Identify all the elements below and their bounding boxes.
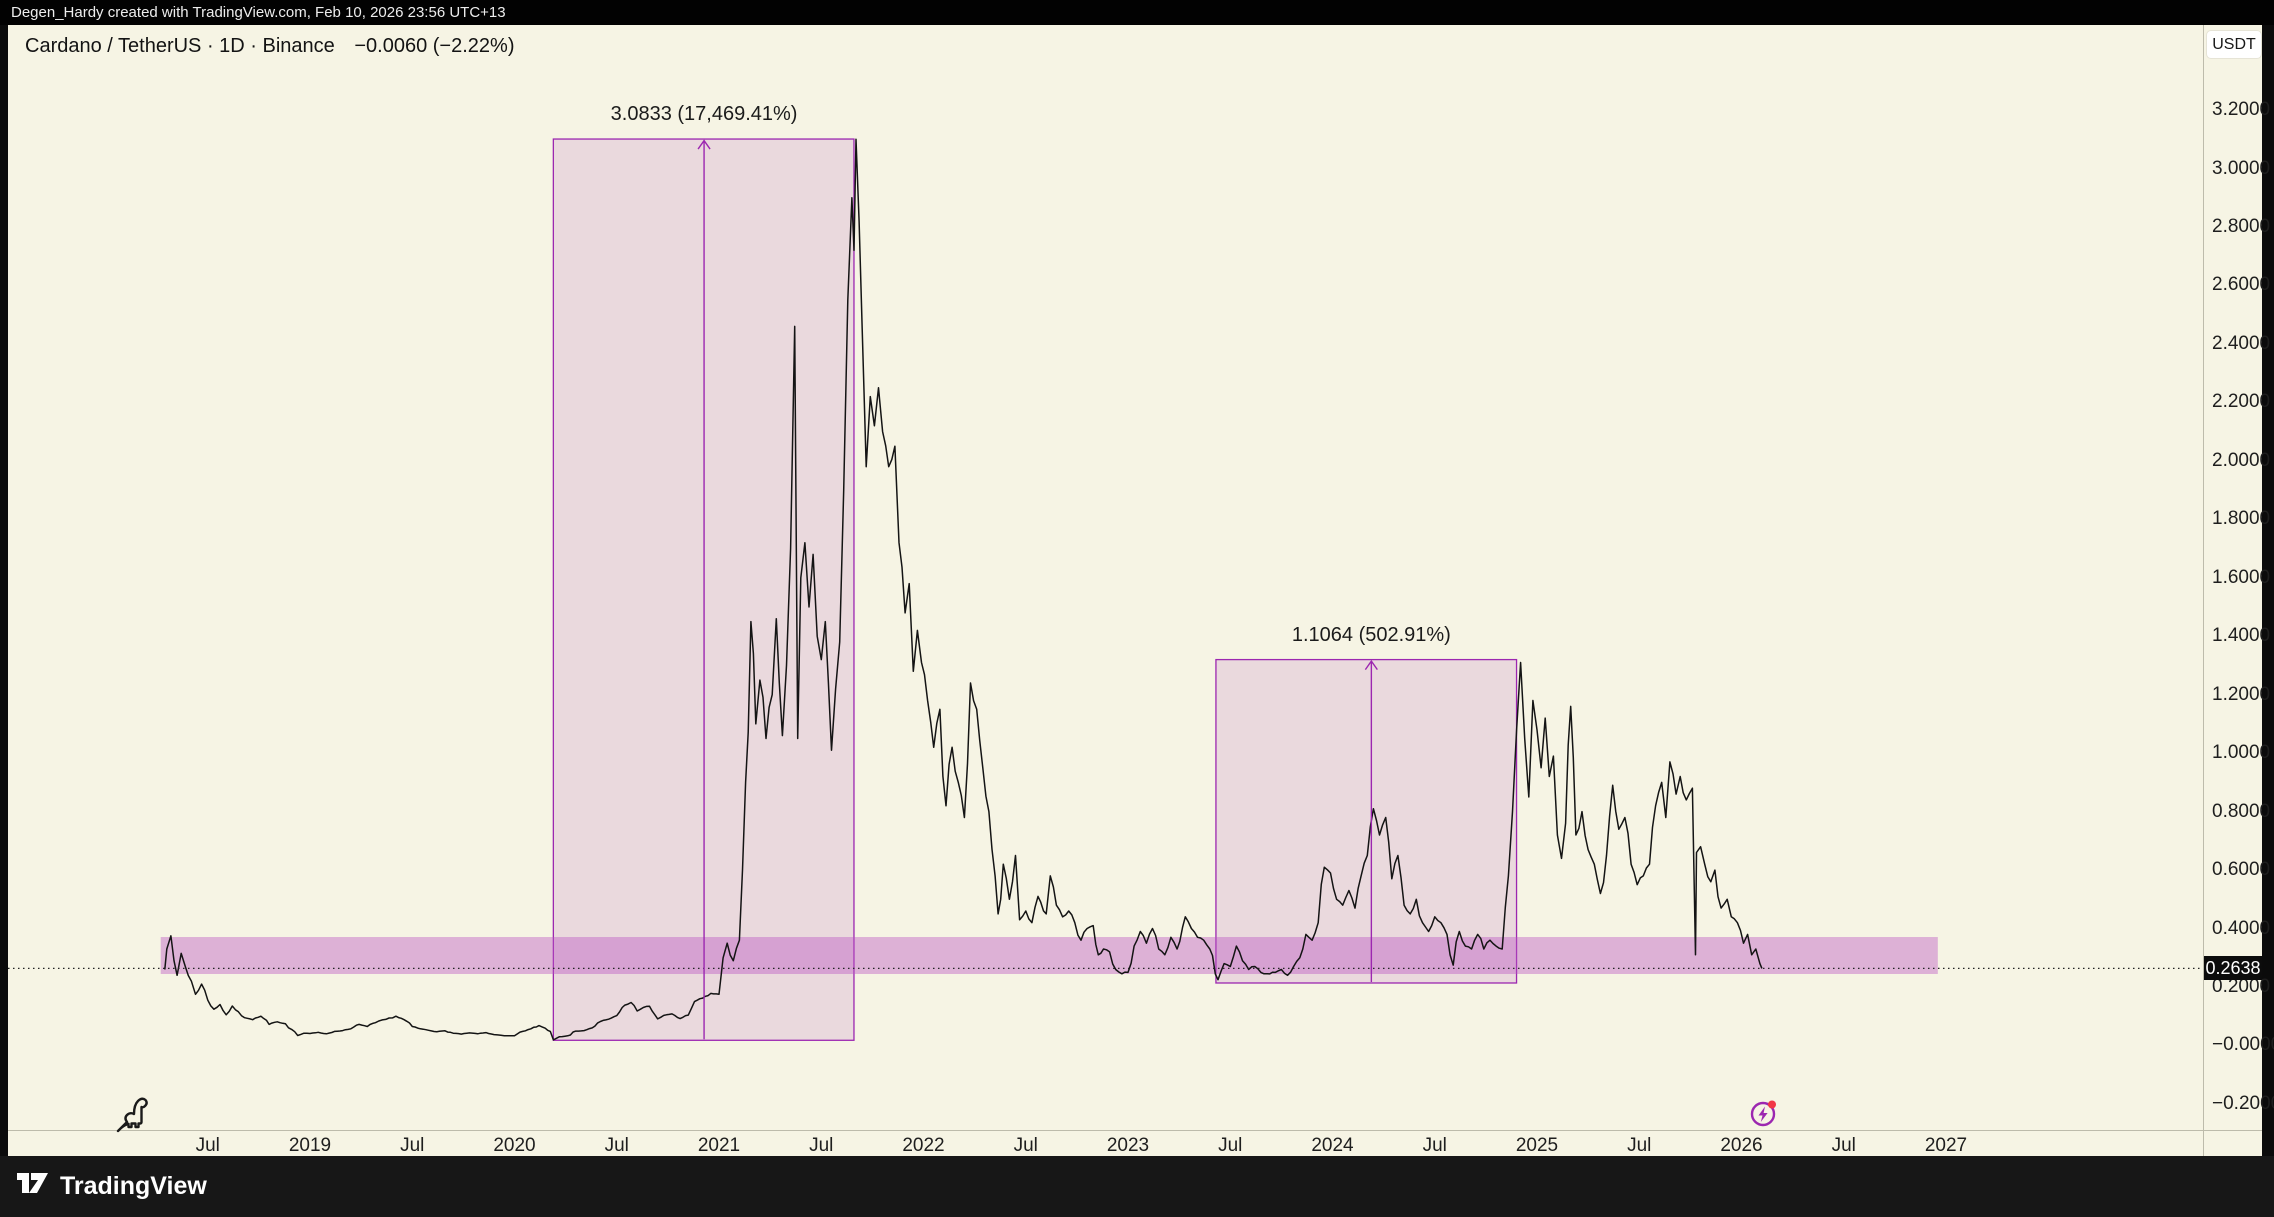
time-axis-label: Jul <box>400 1135 425 1156</box>
measure-label-bottom: 1.1064 (502.91%) <box>1291 623 1451 646</box>
time-axis-label: 2027 <box>1924 1135 1968 1156</box>
time-axis-label: 2026 <box>1720 1135 1763 1156</box>
price-axis-label: 3.2000 <box>2212 99 2271 121</box>
time-axis-label: Jul <box>604 1135 629 1156</box>
price-axis-label: 2.8000 <box>2212 216 2271 238</box>
price-axis-label: 1.4000 <box>2212 625 2271 647</box>
price-change: −0.0060 (−2.22%) <box>354 35 515 57</box>
time-axis-label: 2025 <box>1515 1135 1559 1156</box>
time-axis-label: Jul <box>1831 1135 1856 1156</box>
tradingview-logo-mark-icon <box>16 1169 50 1204</box>
time-axis-label: 2020 <box>493 1135 536 1156</box>
price-axis-label: 0.6000 <box>2212 859 2271 881</box>
price-axis-label: 2.6000 <box>2212 274 2271 296</box>
currency-toggle-button[interactable]: USDT <box>2206 30 2262 59</box>
attribution-bar: Degen_Hardy created with TradingView.com… <box>0 0 2274 25</box>
attribution-text: Degen_Hardy created with TradingView.com… <box>11 4 506 21</box>
price-axis-label: 2.4000 <box>2212 332 2271 354</box>
measure-label-top: 3.0833 (17,469.41%) <box>610 103 798 126</box>
tradingview-logo-text: TradingView <box>60 1172 207 1200</box>
chart-pane[interactable] <box>8 25 2262 1156</box>
price-axis-label: 0.4000 <box>2212 917 2271 939</box>
price-axis-label: 1.8000 <box>2212 508 2271 530</box>
time-axis-label: 2023 <box>1106 1135 1150 1156</box>
time-axis-label: Jul <box>1627 1135 1652 1156</box>
price-axis-label: 2.0000 <box>2212 449 2271 471</box>
time-axis-label: 2019 <box>288 1135 332 1156</box>
dino-icon <box>115 1090 155 1141</box>
price-axis-label: 2.2000 <box>2212 391 2271 413</box>
price-axis-divider <box>2203 25 2204 1156</box>
price-axis-label: −0.2000 <box>2212 1092 2274 1114</box>
price-axis-label: 3.0000 <box>2212 157 2271 179</box>
tradingview-logo[interactable]: TradingView <box>16 1169 207 1204</box>
time-axis-label: Jul <box>809 1135 834 1156</box>
price-axis-label: −0.0000 <box>2212 1034 2274 1056</box>
price-axis-label: 0.2000 <box>2212 976 2271 997</box>
time-axis-label: Jul <box>195 1135 220 1156</box>
price-axis-label: 1.2000 <box>2212 683 2271 705</box>
last-price-tag: 0.2638 <box>2204 956 2262 980</box>
flash-event-icon[interactable] <box>1748 1098 1780 1135</box>
price-axis-label: 1.6000 <box>2212 566 2271 588</box>
time-axis-divider <box>8 1130 2262 1131</box>
time-axis-label: 2024 <box>1311 1135 1354 1156</box>
symbol-title: Cardano / TetherUS · 1D · Binance <box>25 35 335 57</box>
time-axis-label: 2021 <box>697 1135 741 1156</box>
price-axis-label: 0.8000 <box>2212 800 2271 822</box>
time-axis-label: Jul <box>1422 1135 1447 1156</box>
symbol-header: Cardano / TetherUS · 1D · Binance −0.006… <box>25 35 514 58</box>
time-axis-label: Jul <box>1013 1135 1038 1156</box>
time-axis-label: Jul <box>1218 1135 1243 1156</box>
footer-bar <box>0 1156 2274 1217</box>
time-axis-label: 2022 <box>902 1135 945 1156</box>
price-axis-label: 1.0000 <box>2212 742 2271 764</box>
